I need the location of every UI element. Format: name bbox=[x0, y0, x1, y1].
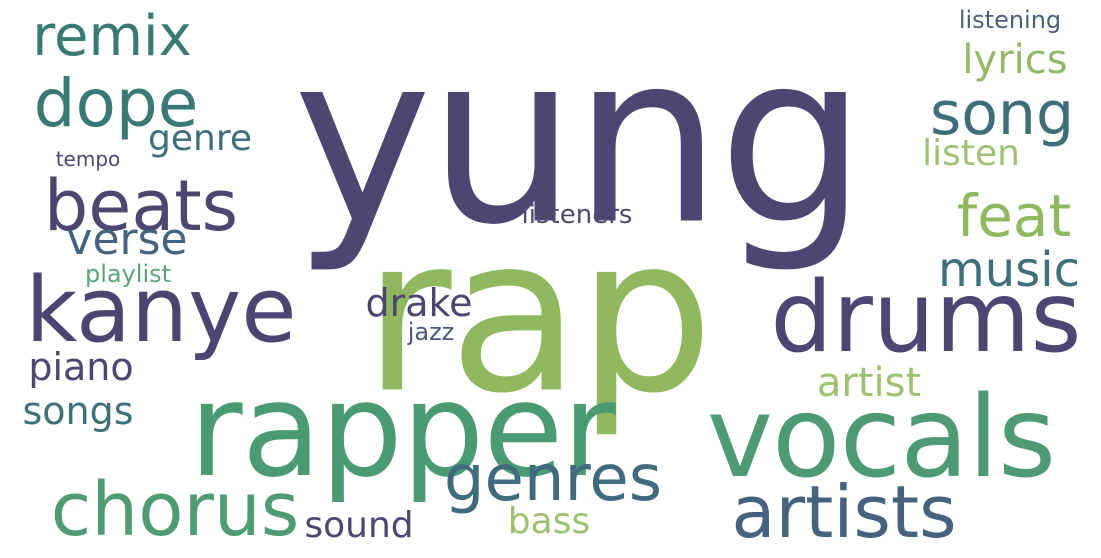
word-artist: artist bbox=[816, 360, 922, 406]
word-songs: songs bbox=[22, 389, 134, 433]
word-listeners: listeners bbox=[521, 200, 633, 230]
word-bass: bass bbox=[507, 501, 591, 542]
word-beats: beats bbox=[43, 165, 239, 247]
word-lyrics: lyrics bbox=[962, 37, 1068, 83]
word-song: song bbox=[929, 79, 1075, 149]
word-genre: genre bbox=[148, 118, 252, 159]
word-listen: listen bbox=[922, 133, 1020, 174]
word-rapper: rapper bbox=[189, 354, 616, 506]
word-kanye: kanye bbox=[25, 258, 297, 363]
word-drums: drums bbox=[770, 261, 1082, 375]
word-music: music bbox=[938, 242, 1080, 298]
word-piano: piano bbox=[28, 345, 134, 389]
word-remix: remix bbox=[32, 4, 192, 69]
word-vocals: vocals bbox=[706, 373, 1056, 503]
word-artists: artists bbox=[731, 470, 957, 554]
word-listening: listening bbox=[958, 6, 1062, 34]
word-yung: yung bbox=[292, 3, 867, 277]
word-feat: feat bbox=[956, 182, 1072, 250]
word-verse: verse bbox=[66, 214, 188, 265]
word-rap: rap bbox=[363, 189, 714, 441]
word-genres: genres bbox=[443, 442, 663, 516]
word-jazz: jazz bbox=[407, 318, 455, 346]
word-sound: sound bbox=[304, 505, 414, 546]
word-playlist: playlist bbox=[84, 260, 172, 288]
word-dope: dope bbox=[33, 65, 199, 142]
word-drake: drake bbox=[365, 281, 473, 325]
word-tempo: tempo bbox=[55, 147, 121, 171]
word-chorus: chorus bbox=[50, 467, 300, 553]
